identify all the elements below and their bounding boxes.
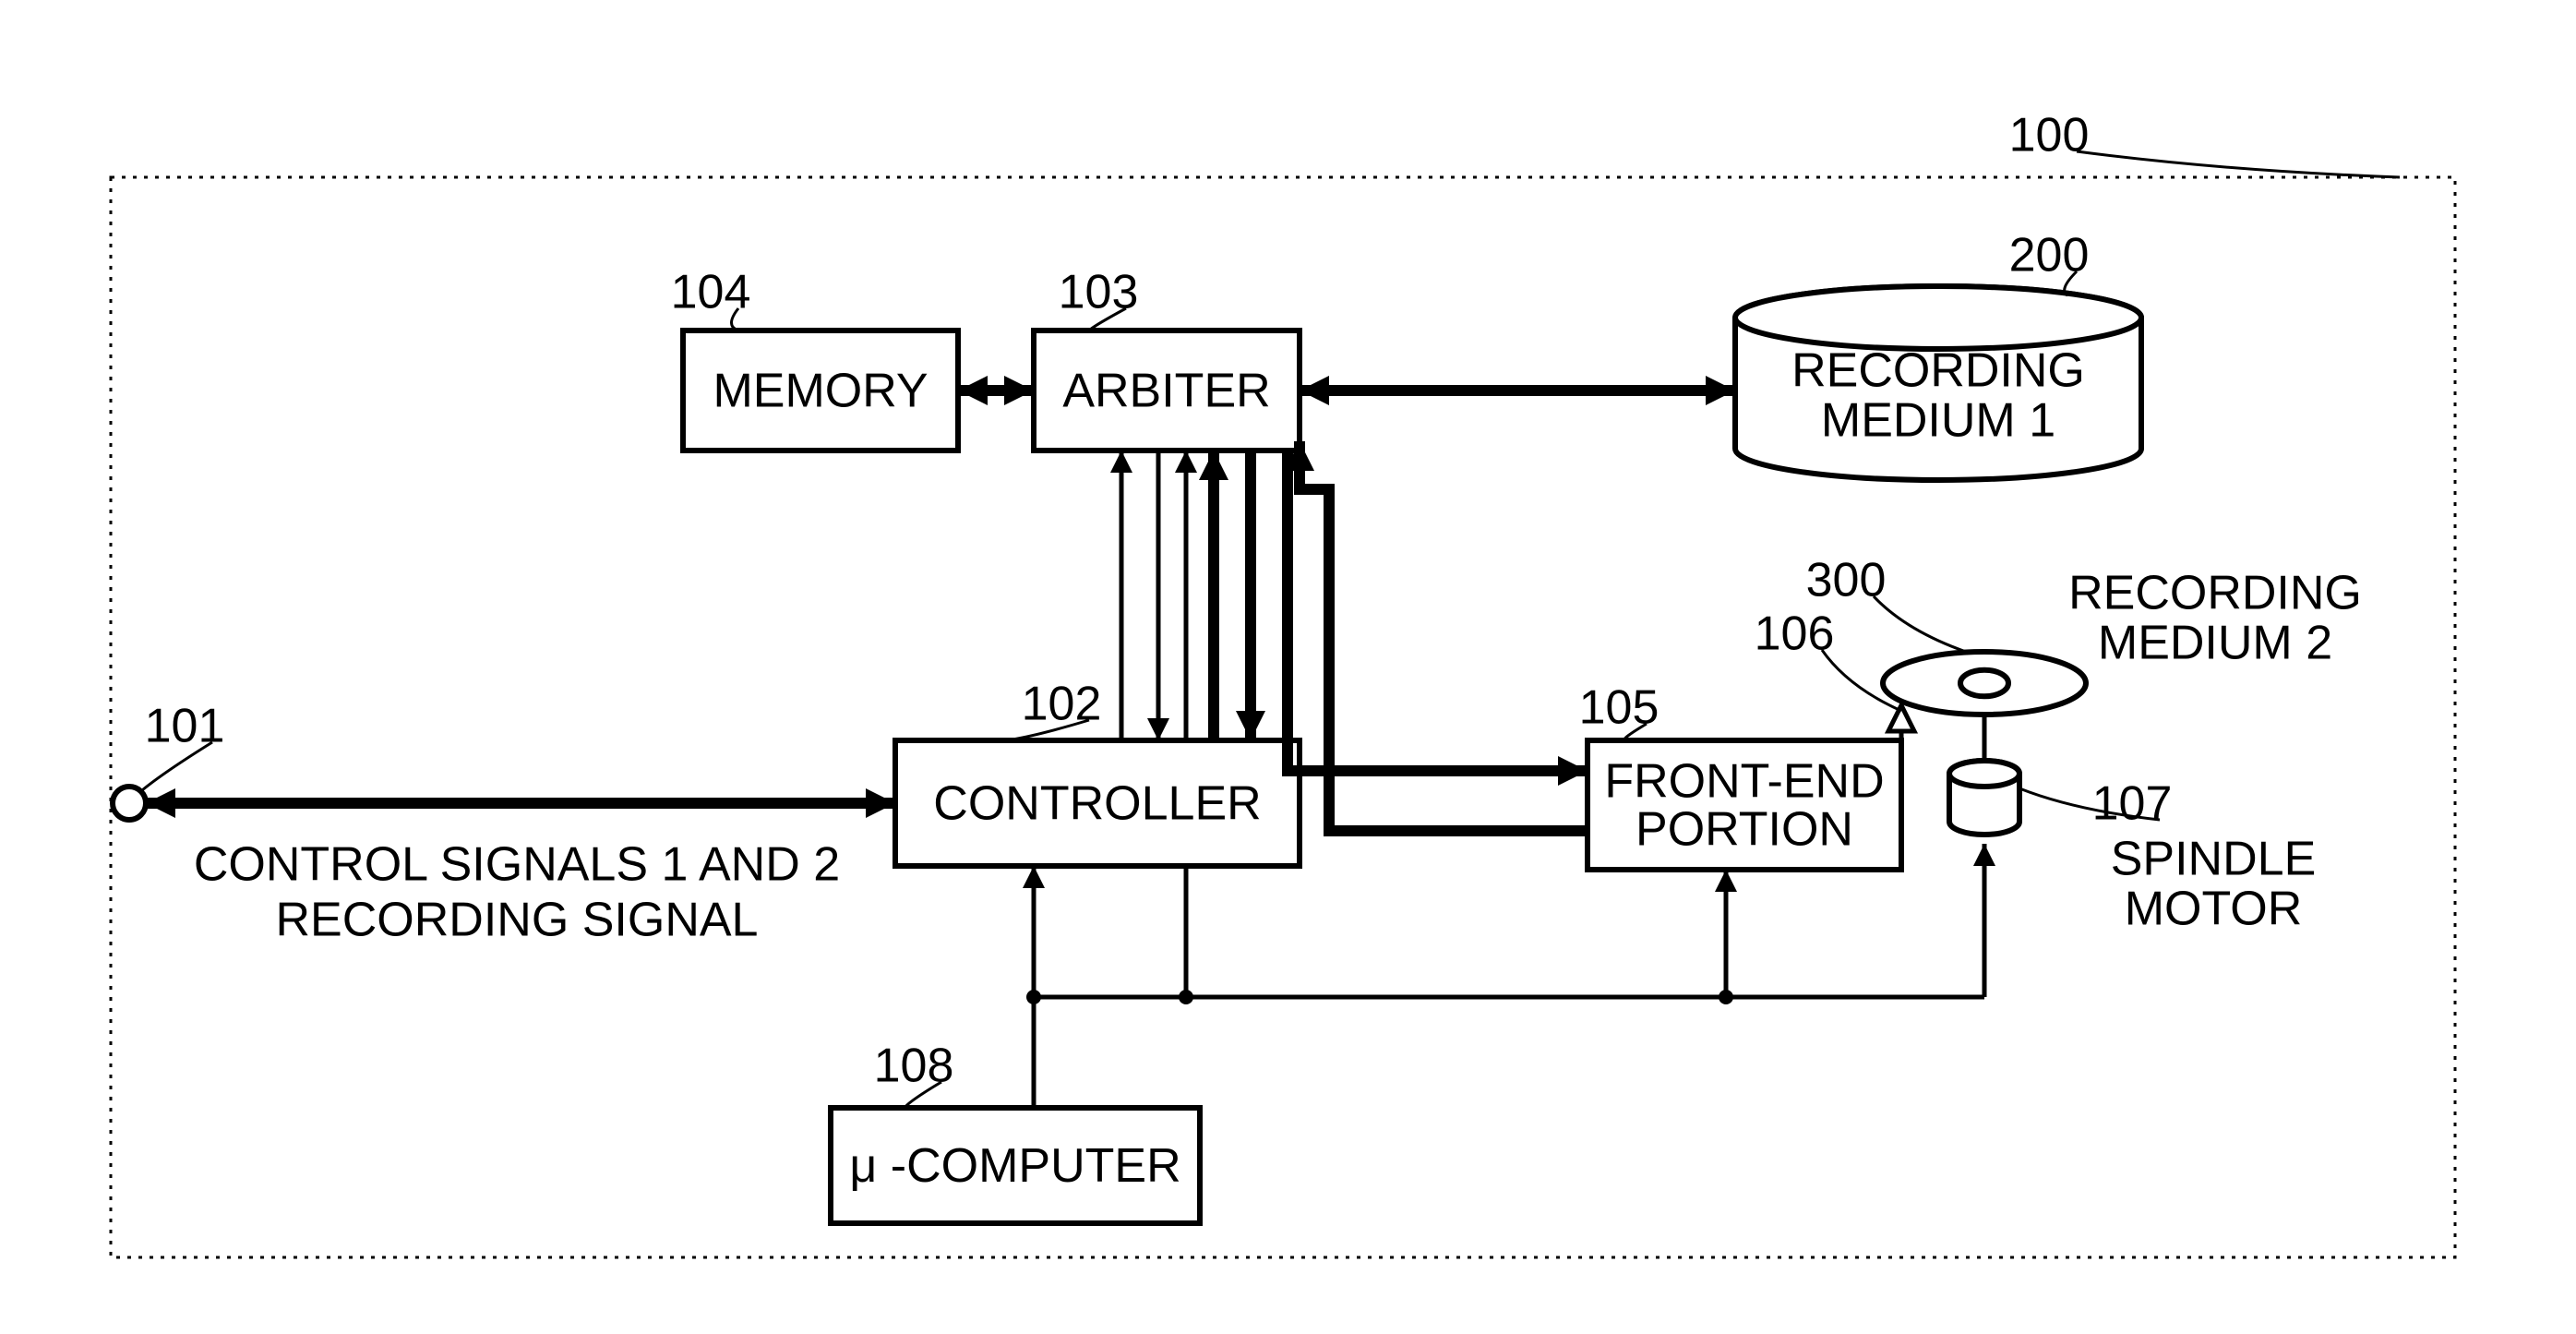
ref-104: 104 [671, 266, 751, 319]
svg-text:RECORDING: RECORDING [1791, 344, 2085, 398]
svg-text:RECORDING: RECORDING [2068, 567, 2362, 620]
io-terminal [113, 787, 146, 820]
svg-text:SPINDLE: SPINDLE [2111, 833, 2317, 886]
ref-107: 107 [2092, 777, 2173, 831]
ref-108: 108 [874, 1040, 954, 1093]
ref-103: 103 [1059, 266, 1139, 319]
ucomputer-label: μ -COMPUTER [849, 1139, 1180, 1193]
signal-line-2: RECORDING SIGNAL [276, 894, 759, 947]
memory-label: MEMORY [713, 365, 928, 418]
ref-101: 101 [145, 700, 225, 753]
ref-300: 300 [1806, 554, 1887, 607]
svg-text:PORTION: PORTION [1635, 803, 1853, 857]
svg-text:MEDIUM 1: MEDIUM 1 [1821, 394, 2055, 448]
ref-105: 105 [1579, 681, 1659, 735]
blocks-layer: MEMORY ARBITER CONTROLLER FRONT-ENDPORTION μ… [113, 286, 2362, 1223]
ref-100: 100 [2009, 109, 2090, 162]
svg-text:MOTOR: MOTOR [2125, 883, 2303, 936]
edges-behind [1175, 451, 1197, 997]
refs-layer: 100104103102105108200300106107101 [142, 109, 2400, 1108]
signal-line-1: CONTROL SIGNALS 1 AND 2 [194, 838, 840, 892]
controller-label: CONTROLLER [933, 777, 1261, 831]
ref-200: 200 [2009, 229, 2090, 282]
arbiter-label: ARBITER [1062, 365, 1270, 418]
svg-text:FRONT-END: FRONT-END [1604, 755, 1884, 809]
ref-102: 102 [1022, 678, 1102, 731]
svg-text:MEDIUM 2: MEDIUM 2 [2098, 617, 2332, 670]
